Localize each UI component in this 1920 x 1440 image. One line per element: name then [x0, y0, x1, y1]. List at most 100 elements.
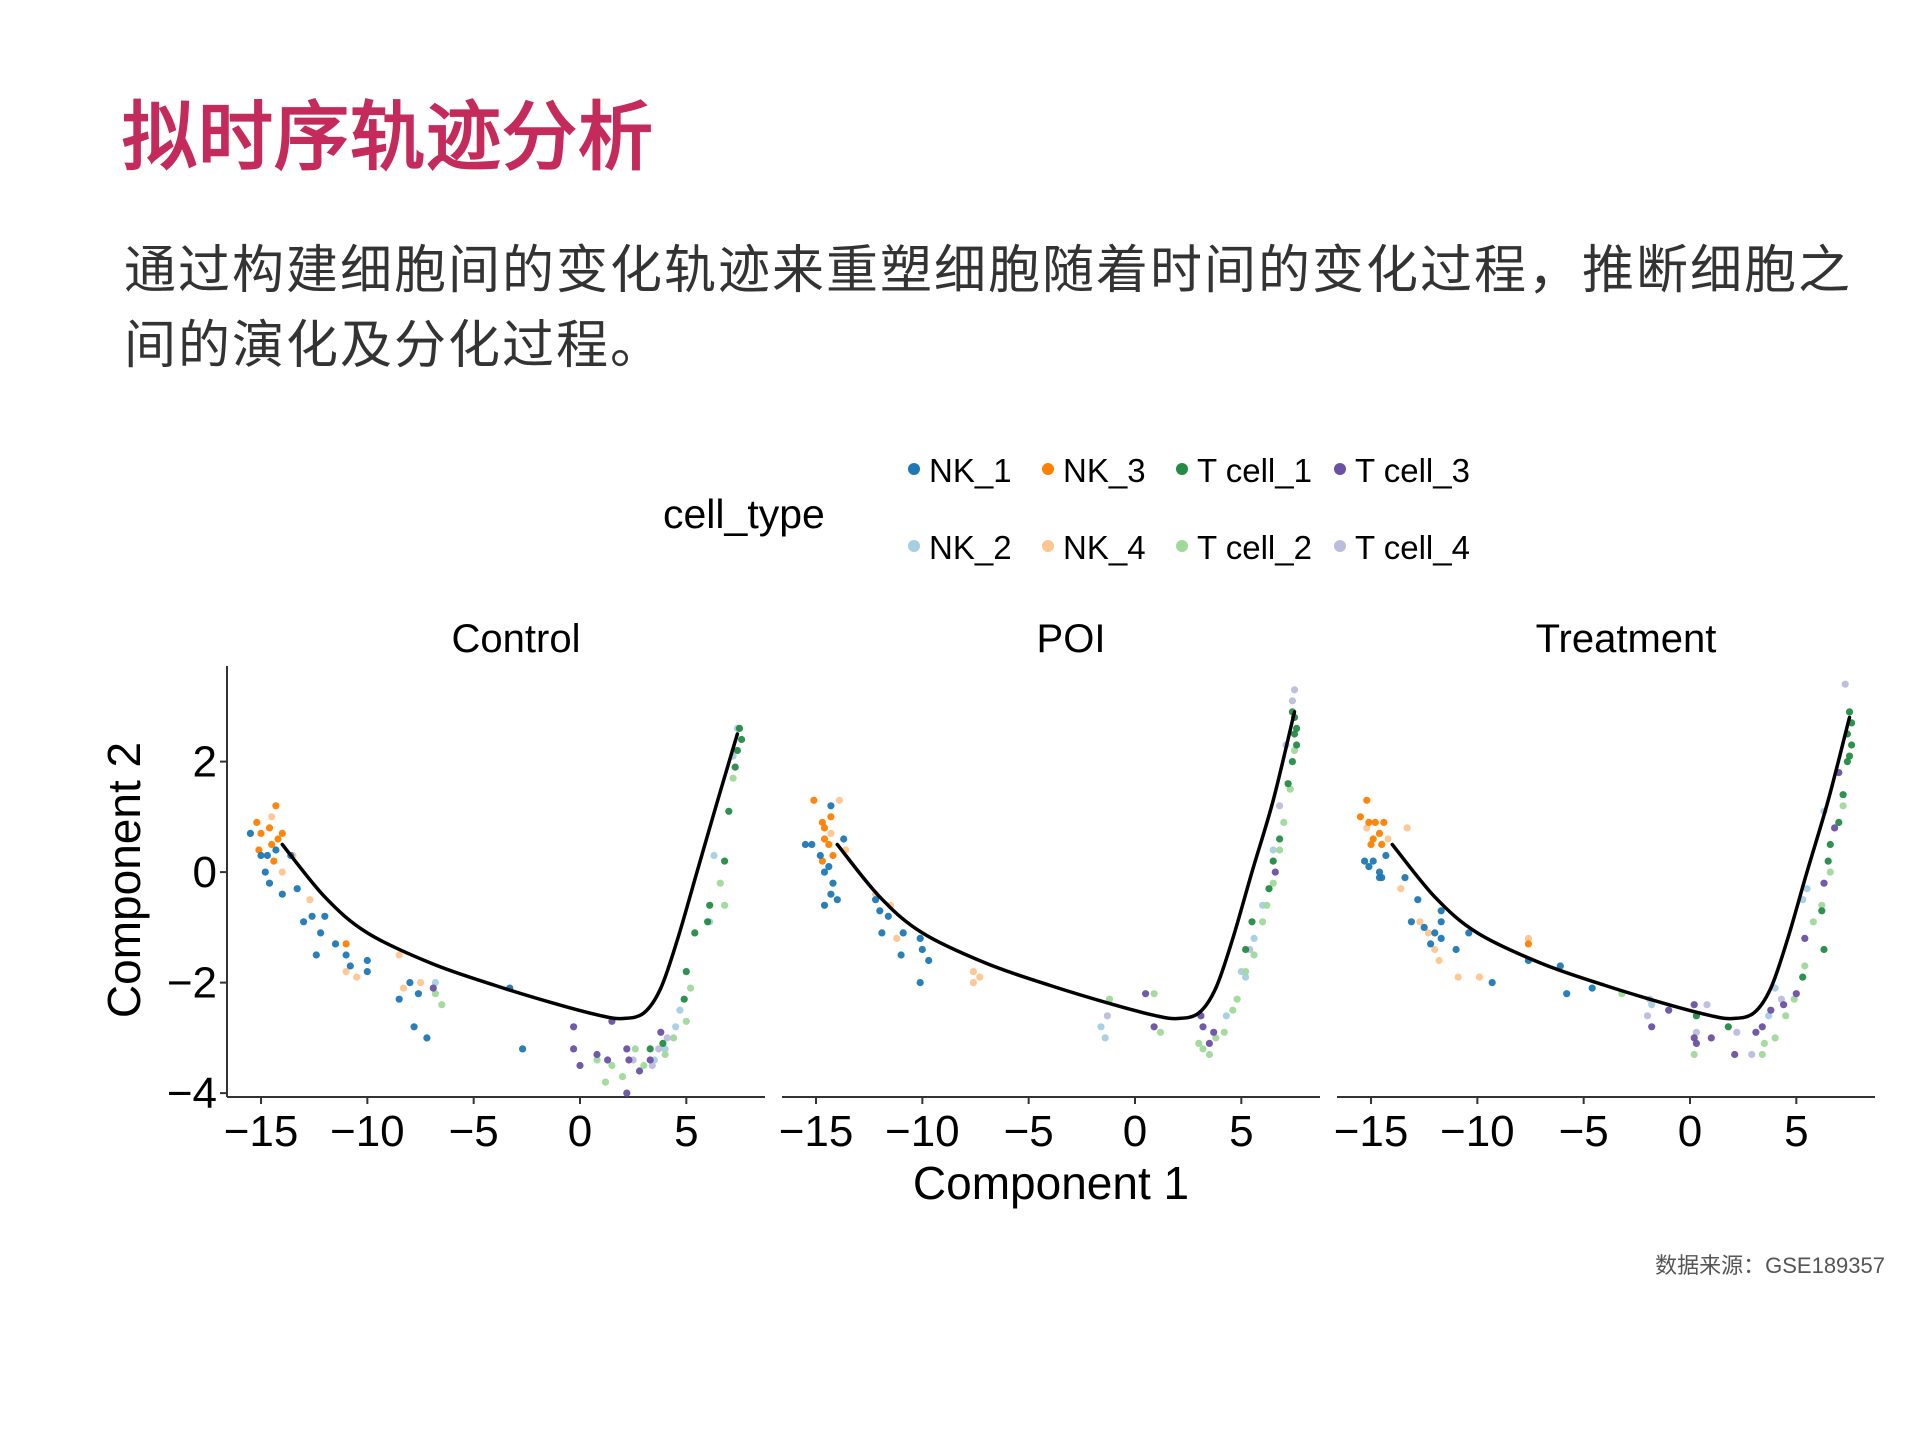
panel-title: Control — [452, 617, 581, 661]
point-t-cell_1 — [1799, 973, 1807, 981]
point-nk_1 — [884, 912, 892, 920]
point-nk_3 — [1356, 813, 1364, 821]
legend-label: NK_3 — [1063, 452, 1146, 489]
point-nk_1 — [1437, 918, 1445, 926]
point-t-cell_2 — [1276, 846, 1284, 854]
x-tick-label: −15 — [779, 1107, 854, 1156]
point-nk_1 — [346, 962, 354, 970]
point-t-cell_2 — [431, 990, 439, 998]
point-t-cell_2 — [593, 1056, 601, 1064]
point-nk_3 — [1369, 835, 1377, 843]
point-t-cell_3 — [625, 1056, 633, 1064]
point-t-cell_3 — [1752, 1028, 1760, 1036]
panel-title: POI — [1037, 617, 1106, 661]
point-t-cell_2 — [1290, 746, 1299, 755]
point-t-cell_1 — [1848, 741, 1856, 749]
point-nk_3 — [253, 818, 261, 827]
point-nk_1 — [820, 868, 829, 876]
point-nk_1 — [410, 1023, 418, 1031]
point-t-cell_3 — [623, 1089, 631, 1097]
point-nk_3 — [810, 796, 818, 804]
legend-label: T cell_3 — [1355, 452, 1470, 489]
point-t-cell_1 — [1845, 752, 1854, 760]
x-tick-label: −5 — [1004, 1107, 1054, 1156]
point-nk_4 — [969, 968, 978, 976]
point-t-cell_1 — [721, 857, 729, 865]
point-t-cell_1 — [1724, 1023, 1732, 1031]
point-nk_1 — [1437, 934, 1445, 943]
point-t-cell_3 — [1690, 1001, 1698, 1009]
trajectory-line — [280, 732, 740, 1021]
point-nk_1 — [1361, 857, 1369, 865]
point-t-cell_3 — [1758, 1023, 1766, 1031]
legend-key-nk_2 — [908, 540, 920, 552]
point-t-cell_4 — [648, 1061, 656, 1070]
point-t-cell_1 — [738, 735, 746, 744]
point-nk_4 — [306, 896, 314, 904]
point-nk_3 — [1365, 818, 1373, 827]
x-tick-label: 5 — [674, 1107, 698, 1156]
point-t-cell_1 — [706, 901, 714, 909]
point-t-cell_3 — [576, 1061, 584, 1070]
point-t-cell_2 — [1229, 1006, 1237, 1014]
x-tick-label: 5 — [1784, 1107, 1808, 1156]
point-nk_1 — [278, 890, 286, 898]
point-t-cell_1 — [725, 807, 733, 815]
point-t-cell_3 — [1731, 1050, 1739, 1059]
point-nk_1 — [897, 951, 905, 959]
point-t-cell_3 — [604, 1056, 612, 1064]
point-t-cell_3 — [623, 1045, 631, 1053]
point-t-cell_4 — [1276, 802, 1284, 810]
legend-label: T cell_4 — [1355, 529, 1470, 566]
point-nk_1 — [1369, 857, 1377, 865]
y-tick-label: −4 — [167, 1069, 217, 1118]
point-t-cell_3 — [635, 1067, 644, 1075]
point-t-cell_1 — [1824, 857, 1832, 865]
point-t-cell_1 — [731, 763, 739, 771]
point-t-cell_3 — [1801, 934, 1809, 943]
point-nk_1 — [925, 956, 933, 965]
point-t-cell_2 — [1269, 879, 1277, 887]
legend-label: T cell_1 — [1197, 452, 1312, 489]
point-nk_3 — [342, 940, 350, 948]
point-t-cell_4 — [1290, 686, 1299, 694]
point-t-cell_2 — [1771, 1034, 1779, 1042]
point-nk_4 — [268, 813, 276, 821]
point-t-cell_4 — [1103, 1012, 1111, 1020]
point-t-cell_1 — [1826, 840, 1834, 849]
point-nk_1 — [827, 890, 835, 898]
x-tick-label: 0 — [568, 1107, 592, 1156]
point-nk_4 — [1403, 824, 1411, 832]
point-nk_1 — [829, 879, 837, 887]
point-t-cell_2 — [1782, 1012, 1790, 1020]
point-nk_3 — [1378, 840, 1386, 849]
point-nk_4 — [893, 934, 901, 943]
point-nk_4 — [1424, 929, 1432, 937]
point-nk_1 — [816, 851, 824, 860]
legend-key-t-cell_4 — [1334, 540, 1346, 552]
point-t-cell_2 — [438, 1001, 446, 1009]
point-nk_3 — [820, 835, 829, 843]
point-t-cell_3 — [1692, 1039, 1700, 1047]
point-nk_3 — [1375, 829, 1384, 838]
point-t-cell_1 — [1839, 791, 1847, 799]
point-t-cell_1 — [704, 918, 712, 926]
point-t-cell_2 — [1790, 995, 1798, 1003]
point-nk_1 — [363, 956, 371, 965]
point-t-cell_2 — [618, 1073, 627, 1081]
x-tick-label: −5 — [1559, 1107, 1609, 1156]
point-nk_3 — [827, 813, 835, 821]
point-t-cell_1 — [1290, 730, 1299, 738]
point-nk_1 — [1420, 923, 1428, 932]
point-t-cell_1 — [646, 1045, 654, 1053]
point-nk_2 — [431, 979, 439, 987]
point-nk_1 — [1588, 984, 1596, 992]
y-tick-label: 0 — [193, 848, 217, 897]
point-nk_2 — [1250, 934, 1258, 943]
point-t-cell_2 — [1839, 802, 1847, 810]
point-nk_4 — [1397, 885, 1405, 893]
point-nk_4 — [395, 951, 403, 959]
point-t-cell_2 — [1205, 1050, 1213, 1059]
point-t-cell_1 — [1284, 780, 1292, 788]
